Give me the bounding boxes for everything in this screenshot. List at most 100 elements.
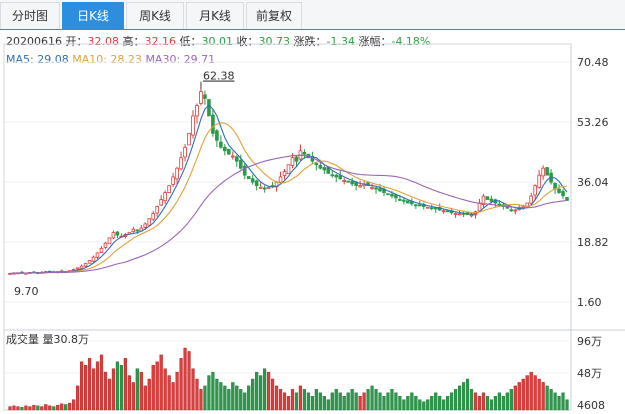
candle-body <box>131 228 136 232</box>
candle-body <box>362 183 366 187</box>
tab-daily-k[interactable]: 日K线 <box>62 2 124 29</box>
volume-bar <box>235 385 239 411</box>
price-tick-label: 1.60 <box>577 296 602 309</box>
candle-body <box>481 195 486 206</box>
candle-body <box>171 176 175 185</box>
volume-bar <box>370 385 374 411</box>
candle-body <box>167 185 171 193</box>
volume-bar <box>350 389 354 411</box>
volume-bar <box>12 405 16 411</box>
info-close-label: 收： <box>236 35 259 48</box>
volume-bar <box>227 389 231 411</box>
price-tick-label: 36.04 <box>577 176 609 189</box>
candle-body <box>175 167 179 180</box>
volume-bar <box>390 389 394 411</box>
candle-body <box>258 186 263 189</box>
volume-bar <box>457 385 462 411</box>
volume-bar <box>270 378 275 411</box>
tab-monthly-k[interactable]: 月K线 <box>186 2 244 29</box>
volume-bar <box>338 392 342 411</box>
candle-body <box>143 223 148 228</box>
volume-bar <box>565 399 569 411</box>
candle-body <box>183 146 187 158</box>
candle-body <box>40 271 44 274</box>
info-date: 20200616 <box>6 35 62 48</box>
volume-bar <box>310 396 314 411</box>
candle-body <box>219 141 223 148</box>
candle-body <box>553 182 557 190</box>
candle-body <box>501 204 506 207</box>
volume-bar <box>374 389 378 411</box>
volume-bar <box>99 354 104 411</box>
candle-body <box>521 206 526 208</box>
volume-bar <box>473 392 478 411</box>
tab-weekly-k[interactable]: 周K线 <box>126 2 184 29</box>
volume-bar <box>115 361 120 411</box>
tab-intraday[interactable]: 分时图 <box>0 2 60 29</box>
candle-body <box>529 195 533 204</box>
volume-bar <box>52 406 56 411</box>
candle-body <box>302 151 307 155</box>
volume-bar <box>159 354 163 411</box>
volume-bar <box>438 396 442 411</box>
volume-bar <box>434 392 438 411</box>
volume-bar <box>298 385 303 411</box>
candle-body <box>513 209 518 212</box>
candle-body <box>32 271 36 274</box>
candle-body <box>398 199 402 201</box>
candle-body <box>505 205 510 209</box>
candle-body <box>95 252 100 258</box>
volume-bar <box>418 399 422 411</box>
volume-bar <box>151 365 155 411</box>
ma10-line <box>9 122 568 274</box>
candle-body <box>298 150 303 160</box>
axis-labels: 70.48 53.26 36.04 18.82 1.60 96万 48万 4608 62.38 9… <box>14 56 609 412</box>
volume-bar <box>111 368 116 411</box>
tab-forward-adjusted[interactable]: 前复权 <box>246 2 302 29</box>
volume-bar <box>537 378 541 411</box>
candle-body <box>119 235 124 238</box>
candle-body <box>366 182 370 187</box>
candle-body <box>394 194 398 199</box>
ma5-line <box>9 104 568 274</box>
volume-bar <box>489 399 494 411</box>
volume-bar <box>422 401 426 411</box>
candle-body <box>115 231 120 236</box>
candle-body <box>246 176 251 180</box>
candle-body <box>461 212 466 215</box>
volume-bar <box>274 385 279 411</box>
candle-body <box>350 181 354 185</box>
volume-bar <box>267 371 271 411</box>
candle-body <box>485 196 490 200</box>
info-change-label: 涨跌： <box>293 35 327 48</box>
candle-body <box>127 232 132 235</box>
volume-bars <box>8 347 569 411</box>
candle-body <box>342 179 346 182</box>
price-tick-label: 70.48 <box>577 56 609 69</box>
candle-body <box>545 167 549 176</box>
volume-bar <box>541 382 545 411</box>
candle-body <box>278 176 283 183</box>
candle-body <box>44 271 48 274</box>
volume-bar <box>410 392 414 411</box>
volume-bar <box>32 404 36 411</box>
volume-bar <box>247 385 251 411</box>
volume-bar <box>525 375 529 411</box>
volume-bar <box>545 385 549 411</box>
volume-bar <box>549 389 553 411</box>
candle-body <box>421 204 426 207</box>
volume-bar <box>255 371 259 411</box>
candle-body <box>537 174 541 188</box>
volume-tick-label: 96万 <box>577 335 602 348</box>
volume-bar <box>430 396 434 411</box>
volume-bar <box>187 351 191 411</box>
volume-bar <box>119 365 123 411</box>
max-price-label: 62.38 <box>203 70 235 83</box>
volume-bar <box>505 392 509 411</box>
candle-body <box>12 272 16 275</box>
candle-body <box>87 260 92 264</box>
volume-bar <box>91 368 96 411</box>
volume-bar <box>127 375 131 411</box>
candle-body <box>306 153 311 159</box>
volume-bar <box>394 392 398 411</box>
